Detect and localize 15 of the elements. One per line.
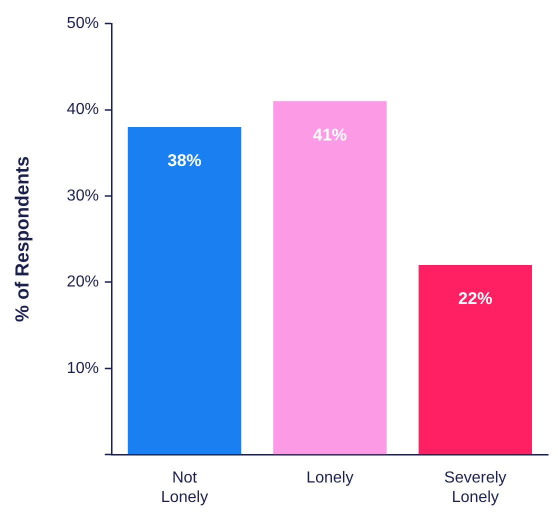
bar bbox=[128, 127, 242, 454]
data-label: 38% bbox=[168, 151, 202, 170]
x-tick-label: Lonely bbox=[306, 470, 354, 487]
data-label: 41% bbox=[312, 125, 347, 144]
x-tick-label: Not Lonely bbox=[160, 470, 208, 506]
y-tick-label: 30% bbox=[66, 187, 99, 204]
y-axis-title: % of Respondents bbox=[12, 156, 34, 322]
x-tick-label: Severely Lonely bbox=[444, 470, 506, 506]
bar bbox=[418, 264, 532, 454]
y-tick-label: 20% bbox=[66, 274, 99, 291]
y-tick-label: 10% bbox=[66, 360, 99, 377]
data-label: 22% bbox=[458, 289, 492, 308]
bar bbox=[273, 101, 387, 454]
y-tick-label: 40% bbox=[66, 101, 99, 118]
y-tick-label: 50% bbox=[66, 15, 99, 32]
